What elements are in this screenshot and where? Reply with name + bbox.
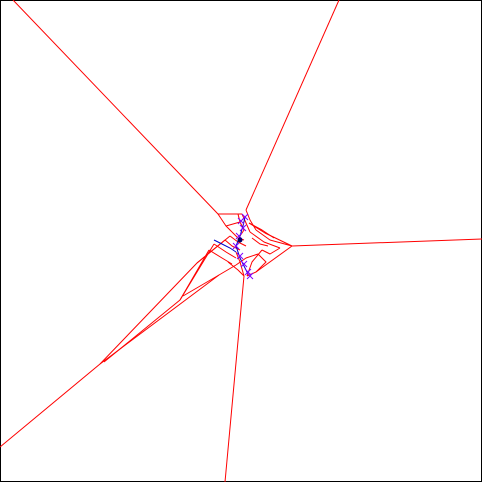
blue-path-arc xyxy=(213,239,237,253)
path-marker xyxy=(246,272,254,280)
edge-ray-right xyxy=(291,238,482,247)
edge-web-7 xyxy=(246,249,263,277)
path-marker xyxy=(232,242,240,250)
edge-web-4 xyxy=(248,222,275,239)
edge-ray-bottom xyxy=(224,275,245,482)
path-node xyxy=(237,237,243,243)
edge-fan-5 xyxy=(182,264,237,297)
edge-web-9 xyxy=(235,253,259,266)
edge-web-15 xyxy=(261,247,281,255)
edge-web-1 xyxy=(217,213,233,233)
edge-web-16 xyxy=(255,253,267,273)
path-markers xyxy=(232,213,254,280)
edge-web-21 xyxy=(225,221,241,227)
path-marker xyxy=(244,268,252,276)
edge-fan-1 xyxy=(99,239,226,365)
edge-web-3 xyxy=(245,209,257,231)
edge-web-18 xyxy=(251,237,269,247)
edge-ray-upper-left xyxy=(12,0,242,215)
edge-web-2 xyxy=(241,213,251,233)
path-marker xyxy=(239,224,247,232)
edge-web-6 xyxy=(249,231,281,249)
path-marker xyxy=(237,217,245,225)
edge-ray-top xyxy=(245,0,340,211)
edge-right-hub xyxy=(246,245,293,277)
edge-web-5 xyxy=(255,229,293,247)
edge-fan-4 xyxy=(196,235,231,264)
edge-web-20 xyxy=(237,213,241,223)
edge-web-19 xyxy=(227,261,245,277)
edge-ray-lower-left xyxy=(0,274,220,448)
edge-web-12 xyxy=(213,243,237,259)
path-marker xyxy=(236,252,244,260)
path-marker xyxy=(240,260,248,268)
